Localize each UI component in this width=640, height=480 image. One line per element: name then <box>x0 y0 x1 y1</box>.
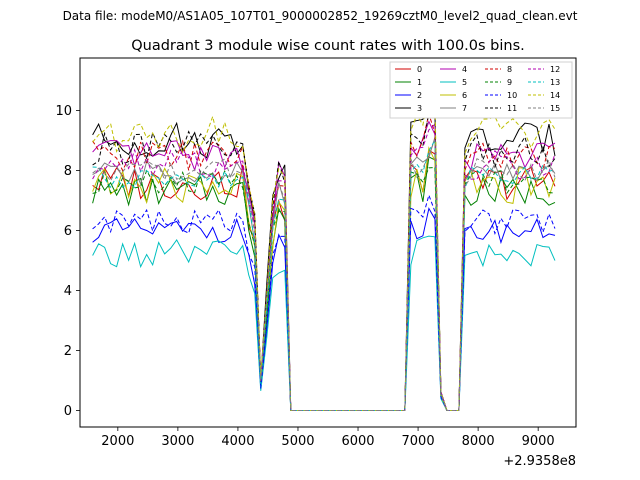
x-tick-label: 7000 <box>402 434 435 449</box>
legend-label-11: 11 <box>507 104 517 113</box>
x-tick-label: 3000 <box>161 434 194 449</box>
legend-label-10: 10 <box>507 91 517 100</box>
series-layer <box>92 91 556 411</box>
series-line-2 <box>92 207 556 411</box>
legend-label-7: 7 <box>462 104 467 113</box>
y-tick-label: 2 <box>64 344 72 359</box>
series-line-3 <box>92 95 556 411</box>
x-tick-label: 8000 <box>462 434 495 449</box>
series-line-12 <box>92 123 556 411</box>
legend-label-14: 14 <box>550 91 560 100</box>
legend-label-1: 1 <box>417 78 422 87</box>
chart-title: Quadrant 3 module wise count rates with … <box>131 38 525 54</box>
series-line-15 <box>92 139 556 411</box>
y-tick-label: 0 <box>64 404 72 419</box>
legend-label-3: 3 <box>417 104 422 113</box>
legend-label-5: 5 <box>462 78 467 87</box>
legend-label-12: 12 <box>550 65 560 74</box>
series-line-11 <box>92 109 556 411</box>
legend-label-8: 8 <box>507 65 512 74</box>
legend-label-2: 2 <box>417 91 422 100</box>
x-tick-label: 5000 <box>281 434 314 449</box>
series-line-9 <box>92 166 556 411</box>
x-axis: 2000 3000 4000 5000 6000 7000 8000 9000 <box>101 427 555 449</box>
legend-label-4: 4 <box>462 65 467 74</box>
legend-label-0: 0 <box>417 65 422 74</box>
y-tick-label: 4 <box>64 284 72 299</box>
legend-frame <box>389 61 573 119</box>
plot-frame <box>79 57 577 428</box>
series-line-14 <box>92 91 556 411</box>
series-line-8 <box>92 112 556 411</box>
legend-label-9: 9 <box>507 78 512 87</box>
series-line-10 <box>92 193 556 411</box>
y-tick-label: 8 <box>64 164 72 179</box>
legend-label-15: 15 <box>550 104 560 113</box>
y-tick-label: 10 <box>55 104 72 119</box>
y-tick-label: 6 <box>64 224 72 239</box>
series-line-5 <box>92 235 556 411</box>
suptitle: Data file: modeM0/AS1A05_107T01_90000028… <box>63 9 578 23</box>
legend-label-6: 6 <box>462 91 467 100</box>
x-tick-label: 2000 <box>101 434 134 449</box>
x-tick-label: 4000 <box>221 434 254 449</box>
legend-label-13: 13 <box>550 78 560 87</box>
x-offset-label: +2.9358e8 <box>503 454 576 469</box>
y-axis: 0 2 4 6 8 10 <box>55 104 80 419</box>
x-tick-label: 9000 <box>522 434 555 449</box>
series-line-1 <box>92 156 556 411</box>
x-tick-label: 6000 <box>341 434 374 449</box>
